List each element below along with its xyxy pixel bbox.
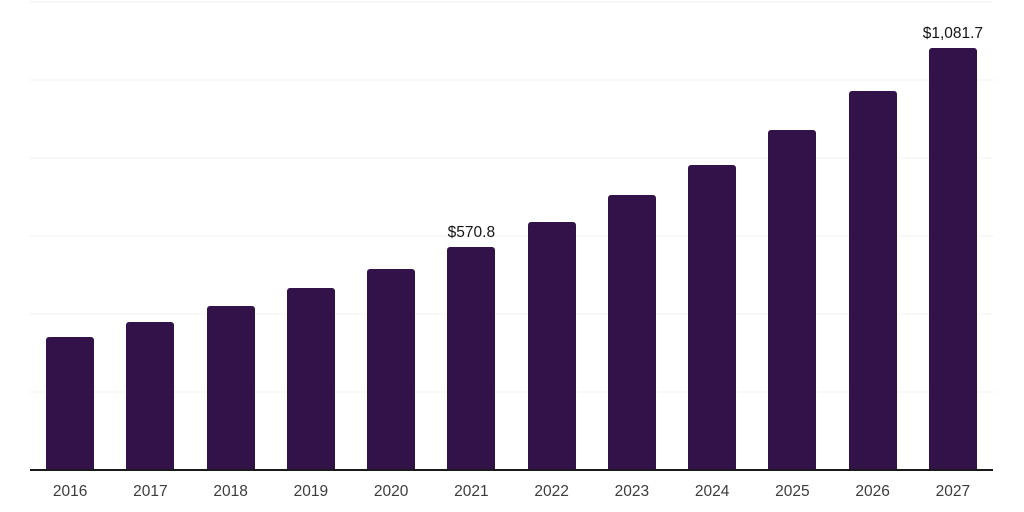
bar-column-2024 [672, 2, 752, 470]
bar-column-2019 [271, 2, 351, 470]
bar-2016 [46, 336, 95, 470]
gridline-400 [30, 313, 993, 315]
x-axis-tick-labels: 2016 2017 2018 2019 2020 2021 2022 2023 2024 2025… [30, 483, 993, 501]
x-tick-label-2027: 2027 [935, 483, 971, 500]
x-tick-label-2021: 2021 [454, 483, 489, 500]
bar-column-2016 [30, 2, 110, 470]
bar-value-label-2027: $1,081.7 [922, 25, 984, 43]
gridline-600 [30, 235, 993, 237]
bar-column-2017 [110, 2, 190, 470]
x-tick-label-2017: 2017 [133, 483, 168, 500]
gridline-1200 [30, 1, 993, 3]
bar-2020 [367, 268, 416, 470]
x-tick-label-2019: 2019 [293, 483, 329, 500]
bar-column-2018 [191, 2, 271, 470]
gridline-800 [30, 157, 993, 159]
bar-column-2020 [351, 2, 431, 470]
bar-2024 [688, 164, 737, 470]
bar-2022 [527, 222, 576, 470]
x-tick-label-2023: 2023 [614, 483, 650, 500]
gridline-200 [30, 391, 993, 393]
x-tick-label-2018: 2018 [213, 483, 248, 500]
x-tick-label-2026: 2026 [855, 483, 890, 500]
gridline-1000 [30, 79, 993, 81]
bar-column-2026 [833, 2, 913, 470]
bar-column-2027: $1,081.7 [913, 2, 993, 470]
bar-column-2022 [512, 2, 592, 470]
x-axis-line [30, 469, 993, 471]
bar-2021: $570.8 [447, 224, 496, 470]
bar-2017 [126, 322, 175, 470]
bar-2025 [768, 129, 817, 470]
x-tick-label-2020: 2020 [373, 483, 409, 500]
bar-2018 [206, 305, 255, 470]
bar-2027: $1,081.7 [923, 25, 983, 470]
bar-2026 [848, 90, 897, 470]
bars-container: $570.8 $1,081.7 [30, 2, 993, 470]
x-tick-label-2016: 2016 [52, 483, 88, 500]
x-tick-label-2025: 2025 [775, 483, 810, 500]
bar-column-2023 [592, 2, 672, 470]
bar-column-2025 [752, 2, 832, 470]
plot-area: $570.8 $1,081.7 [30, 1, 993, 470]
bar-2023 [607, 195, 656, 470]
bar-column-2021: $570.8 [431, 2, 511, 470]
x-tick-label-2022: 2022 [534, 483, 569, 500]
bar-2019 [286, 288, 335, 470]
x-tick-label-2024: 2024 [694, 483, 730, 500]
bar-value-label-2021: $570.8 [447, 224, 496, 242]
